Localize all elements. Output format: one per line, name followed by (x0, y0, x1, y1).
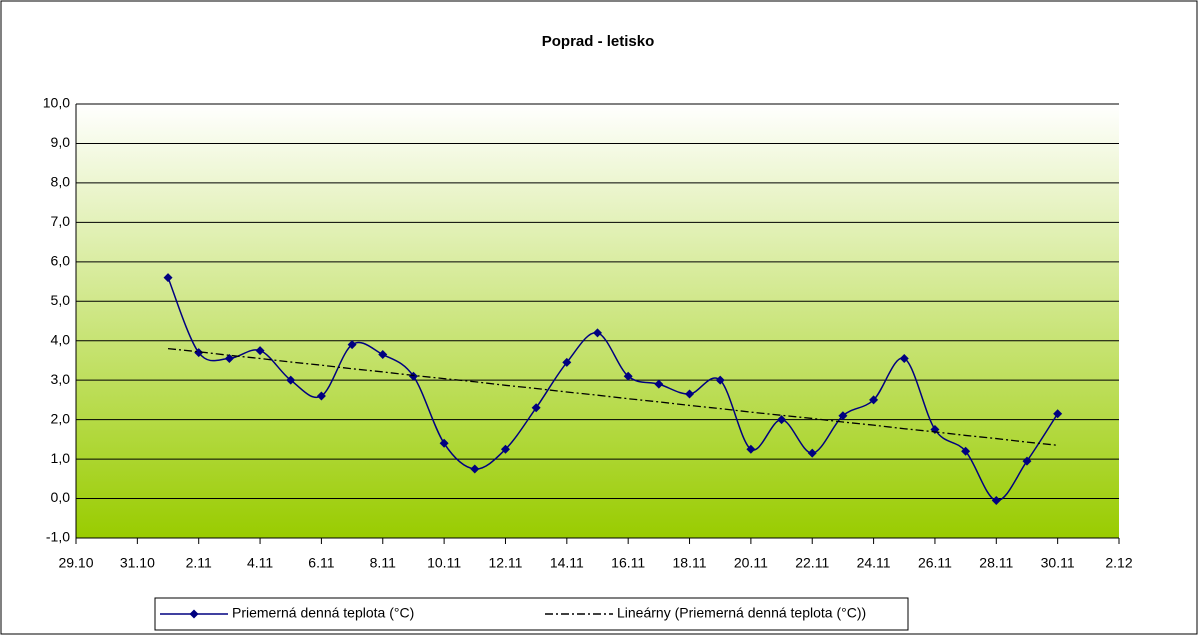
x-tick-label: 6.11 (308, 555, 334, 571)
marker (623, 371, 633, 381)
x-tick-label: 2.11 (186, 555, 212, 571)
legend-marker (189, 609, 199, 619)
marker (685, 389, 695, 399)
marker (1022, 456, 1032, 466)
chart-title: Poprad - letisko (542, 33, 655, 50)
marker (286, 375, 296, 385)
legend-label: Lineárny (Priemerná denná teplota (°C)) (617, 605, 866, 621)
x-tick-label: 14.11 (550, 555, 584, 571)
marker (531, 403, 541, 413)
x-tick-label: 4.11 (247, 555, 273, 571)
x-tick-label: 24.11 (857, 555, 891, 571)
legend-label: Priemerná denná teplota (°C) (232, 605, 414, 621)
marker (1053, 409, 1063, 419)
y-tick-label: 7,0 (51, 213, 71, 229)
marker (746, 444, 756, 454)
marker (378, 350, 388, 360)
marker (224, 353, 234, 363)
x-tick-label: 22.11 (795, 555, 829, 571)
y-tick-label: 3,0 (51, 371, 71, 387)
marker (961, 446, 971, 456)
marker (347, 340, 357, 350)
marker (408, 371, 418, 381)
x-tick-label: 10.11 (427, 555, 461, 571)
plot-area (76, 104, 1119, 538)
marker (593, 328, 602, 338)
marker (163, 273, 173, 283)
y-tick-label: 6,0 (51, 253, 71, 269)
x-tick-label: 8.11 (370, 555, 396, 571)
y-tick-label: 1,0 (51, 450, 71, 466)
x-tick-label: 12.11 (488, 555, 522, 571)
marker (255, 346, 265, 356)
y-tick-label: 10,0 (43, 95, 70, 111)
x-tick-label: 20.11 (734, 555, 768, 571)
marker (807, 448, 817, 458)
y-tick-label: 4,0 (51, 331, 71, 347)
marker (439, 438, 449, 448)
x-tick-label: 2.12 (1105, 555, 1132, 571)
marker (777, 415, 787, 425)
marker (470, 464, 480, 474)
marker (991, 496, 1001, 506)
x-tick-label: 16.11 (611, 555, 645, 571)
x-tick-label: 30.11 (1041, 555, 1075, 571)
x-tick-label: 28.11 (979, 555, 1013, 571)
marker (316, 391, 326, 401)
series-line (167, 347, 1058, 446)
marker (562, 357, 572, 367)
marker (500, 444, 510, 454)
marker (715, 375, 725, 385)
y-tick-label: 0,0 (51, 489, 71, 505)
x-tick-label: 29.10 (58, 555, 93, 571)
marker (838, 411, 848, 421)
marker (899, 353, 909, 363)
y-tick-label: -1,0 (46, 529, 70, 545)
marker (869, 395, 879, 405)
series-line (167, 277, 1059, 502)
y-tick-label: 2,0 (51, 410, 71, 426)
x-tick-label: 18.11 (673, 555, 707, 571)
x-tick-label: 26.11 (918, 555, 952, 571)
y-tick-label: 9,0 (51, 134, 71, 150)
y-tick-label: 8,0 (51, 174, 71, 190)
x-tick-label: 31.10 (120, 555, 155, 571)
legend (154, 597, 909, 631)
y-tick-label: 5,0 (51, 292, 71, 308)
marker (654, 379, 664, 389)
marker (194, 348, 204, 358)
